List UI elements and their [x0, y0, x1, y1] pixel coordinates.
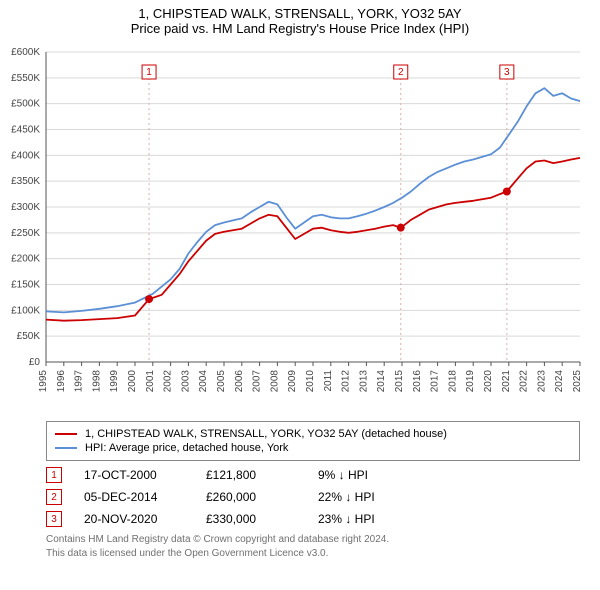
chart-title-line1: 1, CHIPSTEAD WALK, STRENSALL, YORK, YO32…: [0, 6, 600, 21]
svg-text:2008: 2008: [269, 370, 280, 393]
svg-text:£150K: £150K: [11, 280, 40, 291]
transaction-date: 20-NOV-2020: [84, 512, 184, 526]
svg-text:2012: 2012: [341, 370, 352, 393]
transaction-row: 2 05-DEC-2014 £260,000 22% ↓ HPI: [46, 489, 580, 505]
svg-text:2015: 2015: [394, 370, 405, 393]
transaction-vs-hpi: 22% ↓ HPI: [318, 490, 418, 504]
svg-text:1: 1: [146, 67, 152, 78]
svg-text:£0: £0: [29, 357, 41, 368]
svg-text:2002: 2002: [163, 370, 174, 393]
svg-text:2004: 2004: [198, 370, 209, 393]
line-chart-svg: £0 £50K £100K £150K £200K £250K £300K £350K £400…: [0, 42, 600, 412]
transaction-table: 1 17-OCT-2000 £121,800 9% ↓ HPI 2 05-DEC-2014…: [46, 467, 580, 527]
svg-text:2000: 2000: [127, 370, 138, 393]
svg-text:2019: 2019: [465, 370, 476, 393]
svg-text:£50K: £50K: [17, 331, 41, 342]
svg-text:3: 3: [504, 67, 510, 78]
svg-text:1995: 1995: [38, 370, 49, 393]
svg-text:2001: 2001: [145, 370, 156, 393]
svg-text:2006: 2006: [234, 370, 245, 393]
legend-row: 1, CHIPSTEAD WALK, STRENSALL, YORK, YO32…: [55, 428, 571, 440]
svg-text:2005: 2005: [216, 370, 227, 393]
svg-text:1998: 1998: [91, 370, 102, 393]
transaction-marker-box: 3: [46, 511, 62, 527]
transaction-vs-hpi: 9% ↓ HPI: [318, 468, 418, 482]
svg-text:2013: 2013: [358, 370, 369, 393]
svg-text:£500K: £500K: [11, 99, 40, 110]
transaction-marker-box: 2: [46, 489, 62, 505]
legend-row: HPI: Average price, detached house, York: [55, 442, 571, 454]
transaction-marker-box: 1: [46, 467, 62, 483]
footnote-line1: Contains HM Land Registry data © Crown c…: [46, 533, 580, 547]
svg-text:£250K: £250K: [11, 228, 40, 239]
svg-text:2016: 2016: [412, 370, 423, 393]
transaction-row: 3 20-NOV-2020 £330,000 23% ↓ HPI: [46, 511, 580, 527]
svg-text:£200K: £200K: [11, 254, 40, 265]
svg-text:£450K: £450K: [11, 125, 40, 136]
svg-text:1997: 1997: [74, 370, 85, 393]
svg-text:£300K: £300K: [11, 202, 40, 213]
svg-text:1999: 1999: [109, 370, 120, 393]
svg-text:2025: 2025: [572, 370, 583, 393]
svg-text:2017: 2017: [430, 370, 441, 393]
svg-text:1996: 1996: [56, 370, 67, 393]
svg-text:2018: 2018: [447, 370, 458, 393]
svg-text:2009: 2009: [287, 370, 298, 393]
transaction-date: 05-DEC-2014: [84, 490, 184, 504]
svg-text:2021: 2021: [501, 370, 512, 393]
svg-text:£550K: £550K: [11, 73, 40, 84]
chart-area: £0 £50K £100K £150K £200K £250K £300K £350K £400…: [0, 42, 600, 417]
transaction-price: £330,000: [206, 512, 296, 526]
legend-label: HPI: Average price, detached house, York: [85, 442, 288, 454]
legend-swatch: [55, 447, 77, 449]
chart-title-line2: Price paid vs. HM Land Registry's House …: [0, 21, 600, 36]
svg-text:2020: 2020: [483, 370, 494, 393]
svg-text:2: 2: [398, 67, 404, 78]
svg-text:2023: 2023: [536, 370, 547, 393]
svg-text:2011: 2011: [323, 370, 334, 392]
legend-box: 1, CHIPSTEAD WALK, STRENSALL, YORK, YO32…: [46, 421, 580, 461]
svg-text:2010: 2010: [305, 370, 316, 393]
svg-text:£600K: £600K: [11, 47, 40, 58]
transaction-price: £121,800: [206, 468, 296, 482]
svg-text:2014: 2014: [376, 370, 387, 393]
footnote-line2: This data is licensed under the Open Gov…: [46, 547, 580, 561]
transaction-row: 1 17-OCT-2000 £121,800 9% ↓ HPI: [46, 467, 580, 483]
transaction-date: 17-OCT-2000: [84, 468, 184, 482]
svg-text:2022: 2022: [519, 370, 530, 393]
transaction-vs-hpi: 23% ↓ HPI: [318, 512, 418, 526]
svg-text:£400K: £400K: [11, 150, 40, 161]
svg-text:£350K: £350K: [11, 176, 40, 187]
transaction-price: £260,000: [206, 490, 296, 504]
svg-text:2003: 2003: [180, 370, 191, 393]
legend-swatch: [55, 433, 77, 435]
svg-text:2024: 2024: [554, 370, 565, 393]
svg-text:2007: 2007: [252, 370, 263, 393]
svg-text:£100K: £100K: [11, 305, 40, 316]
footnote: Contains HM Land Registry data © Crown c…: [46, 533, 580, 560]
legend-label: 1, CHIPSTEAD WALK, STRENSALL, YORK, YO32…: [85, 428, 447, 440]
